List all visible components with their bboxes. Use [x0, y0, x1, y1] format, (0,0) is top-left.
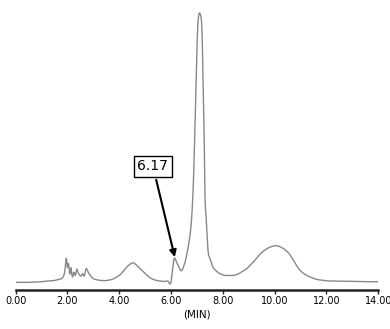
X-axis label: (MIN): (MIN) — [183, 309, 211, 319]
Text: 6.17: 6.17 — [137, 159, 176, 255]
